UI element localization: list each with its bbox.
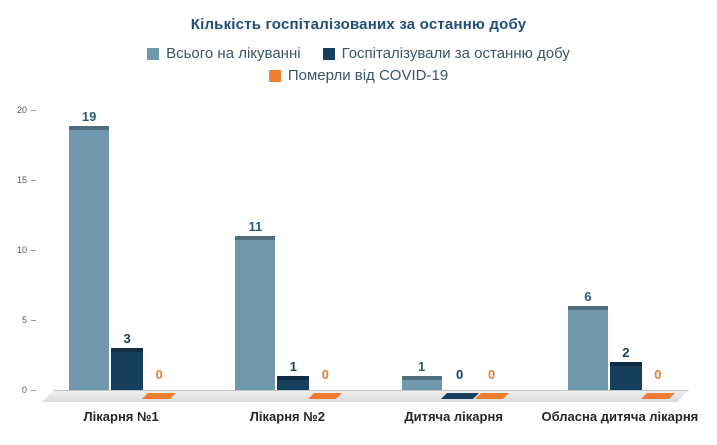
y-tick-label: 20 [17,105,36,115]
bar-cluster: 6 2 0 [567,110,675,399]
bar-with-label: 0 [474,110,509,399]
y-tick-value: 20 [16,105,27,115]
legend-swatch [147,47,160,60]
y-tick-label: 0 [22,385,36,395]
category-label: Лікарня №2 [249,409,325,424]
legend-swatch [322,47,335,60]
bar-with-label: 0 [640,110,675,399]
bar-with-label: 3 [111,110,144,390]
legend-item: Померли від COVID-19 [268,67,449,84]
y-tick-value: 10 [16,245,27,255]
bar-with-label: 1 [277,110,310,390]
legend-row: Померли від COVID-19 [268,67,449,84]
category-label: Обласна дитяча лікарня [541,409,699,424]
bar-with-label: 0 [440,110,479,399]
data-label: 0 [488,367,496,382]
category-label: Лікарня №1 [83,409,159,424]
plot-region: 0 5 10 15 20 19 3 0 Лікарня №1 11 1 0 Лікарня №2 1 0 0… [0,105,717,445]
bar [609,362,642,390]
data-label: 19 [81,109,97,124]
legend-item: Госпіталізували за останню добу [322,45,570,62]
data-label: 0 [155,367,163,382]
bar-group: 11 1 0 Лікарня №2 [204,110,370,424]
legend-row: Всього на лікуванні Госпіталізували за ос… [147,45,570,62]
bar-cluster: 19 3 0 [69,109,177,399]
data-label: 11 [248,219,263,234]
data-label: 2 [622,345,630,360]
bar-with-label: 1 [401,110,442,390]
bar [69,126,110,390]
bar [235,236,276,390]
y-tick-label: 15 [17,175,36,185]
y-tick-value: 0 [21,385,27,395]
bar-group: 1 0 0 Дитяча лікарня [371,110,537,424]
y-tick-label: 10 [17,245,36,255]
y-tick-value: 15 [16,175,27,185]
bar [111,348,144,390]
data-label: 0 [456,367,464,382]
y-axis: 0 5 10 15 20 [0,105,36,395]
bar-cluster: 11 1 0 [235,110,343,399]
bar [277,376,310,390]
legend-swatch [268,69,281,82]
bar-group: 6 2 0 Обласна дитяча лікарня [537,110,703,424]
chart-title: Кількість госпіталізованих за останню до… [190,16,527,33]
bar [401,376,442,390]
data-label: 1 [289,359,297,374]
bar-with-label: 6 [567,110,608,390]
data-label: 6 [584,289,592,304]
bar-with-label: 0 [308,110,343,399]
chart-legend: Всього на лікуванні Госпіталізували за ос… [0,45,717,84]
data-label: 0 [654,367,662,382]
chart-floor [42,390,689,402]
bar-with-label: 0 [142,110,177,399]
bar-with-label: 2 [609,110,642,390]
bar [567,306,608,390]
legend-label: Померли від COVID-19 [287,67,449,84]
bar-group: 19 3 0 Лікарня №1 [38,109,204,424]
plot-area: 19 3 0 Лікарня №1 11 1 0 Лікарня №2 1 0 0 Дитяча лі… [38,109,703,424]
category-label: Дитяча лікарня [404,409,503,424]
bar-with-label: 19 [69,109,110,390]
bar-with-label: 11 [235,110,276,390]
bar [640,393,675,399]
bar-cluster: 1 0 0 [401,110,509,399]
legend-label: Госпіталізували за останню добу [341,45,570,62]
data-label: 1 [418,359,426,374]
data-label: 3 [123,331,131,346]
data-label: 0 [321,367,329,382]
legend-item: Всього на лікуванні [147,45,301,62]
legend-label: Всього на лікуванні [166,45,301,62]
y-tick-label: 5 [22,315,36,325]
bar [440,393,479,399]
bar [474,393,509,399]
y-tick-value: 5 [21,315,27,325]
